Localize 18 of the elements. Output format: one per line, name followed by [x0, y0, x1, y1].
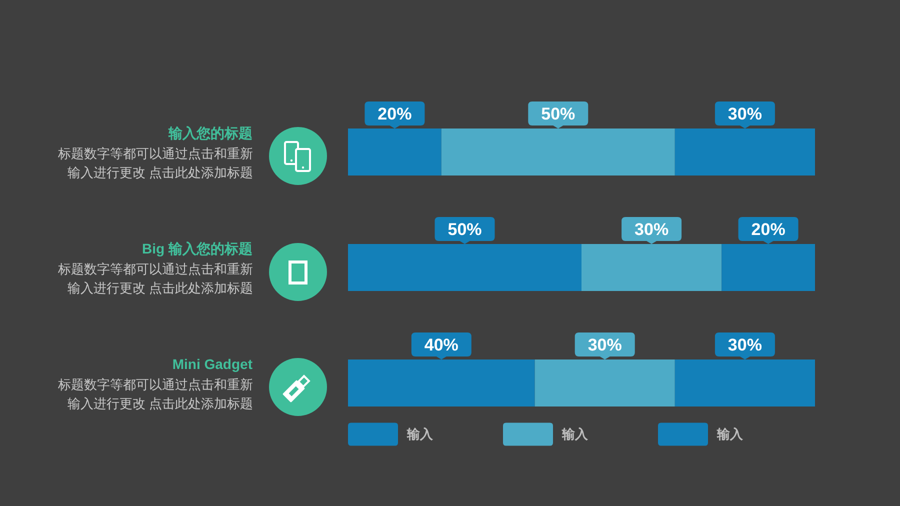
text: 标题数字等都可以通过点击和重新输入进行更改 点击此处添加标题: [57, 146, 253, 180]
y-tick-label: 输入您的标题: [168, 125, 252, 142]
text: 标题数字等都可以通过点击和重新输入进行更改 点击此处添加标题: [57, 262, 253, 296]
data-label: 30%: [728, 104, 762, 124]
text: 标题数字等都可以通过点击和重新输入进行更改 点击此处添加标题: [57, 377, 253, 412]
data-label: 20%: [751, 220, 786, 240]
data-label: 30%: [634, 220, 669, 240]
data-label: 50%: [541, 104, 576, 124]
y-tick-label: Mini Gadget: [172, 356, 253, 372]
data-label: 30%: [588, 336, 622, 355]
legend-label: 输入: [406, 426, 434, 442]
data-label: 50%: [448, 220, 482, 240]
data-label: 20%: [378, 104, 412, 124]
legend-label: 输入: [561, 426, 589, 442]
data-label: 40%: [424, 336, 458, 355]
legend-label: 输入: [716, 426, 744, 442]
data-label: 30%: [728, 336, 762, 355]
y-tick-label: Big 输入您的标题: [142, 240, 252, 257]
